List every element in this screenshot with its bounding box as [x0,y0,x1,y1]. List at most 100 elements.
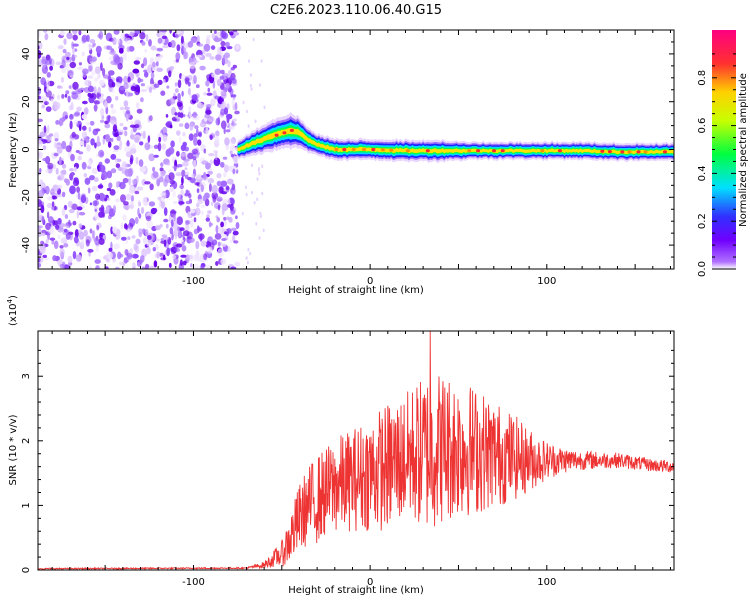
noise-blob [119,261,124,266]
noise-blob [216,217,220,223]
noise-blob [124,168,132,177]
noise-blob [63,243,69,248]
spectrogram-x-axis-label: Height of straight line (km) [288,285,424,296]
noise-blob [183,46,187,52]
noise-blob [136,108,143,114]
noise-blob [45,169,49,173]
noise-blob [194,182,200,186]
noise-blob [46,211,50,219]
noise-blob [261,164,264,168]
noise-blob [220,69,225,75]
noise-blob [119,181,126,190]
noise-blob [53,240,59,249]
noise-blob [78,223,83,229]
noise-blob [249,73,252,77]
noise-blob [231,227,237,232]
noise-blob [94,142,97,149]
noise-blob [71,30,78,35]
noise-blob [51,201,55,208]
x-tick-label: 0 [367,577,373,588]
noise-blob [224,231,228,235]
noise-blob [172,255,177,259]
noise-blob [125,206,129,211]
noise-blob [38,87,42,95]
noise-blob [89,175,95,181]
noise-blob [77,192,81,200]
noise-blob [173,93,176,97]
noise-blob [123,100,129,107]
noise-blob [217,116,221,126]
noise-blob [108,247,113,252]
noise-blob [190,263,193,268]
noise-blob [150,207,157,215]
noise-blob [56,184,63,189]
noise-blob [91,71,96,76]
noise-blob [57,45,64,50]
noise-blob [205,80,210,87]
noise-blob [109,50,116,55]
noise-blob [100,119,105,124]
noise-blob [117,166,123,171]
noise-blob [207,246,213,254]
noise-blob [80,239,85,246]
noise-blob [153,83,160,89]
noise-blob [95,141,102,147]
noise-blob [94,66,101,74]
noise-blob [47,196,53,201]
noise-blob [38,95,42,100]
noise-blob [87,187,91,194]
noise-blob [78,30,82,36]
noise-blob [233,155,239,164]
noise-blob [112,226,118,234]
noise-blob [93,177,99,183]
noise-blob [130,195,134,202]
noise-blob [136,186,144,191]
noise-blob [193,228,198,235]
noise-blob [148,153,155,162]
noise-blob [77,66,84,70]
noise-blob [39,168,42,173]
noise-blob [220,221,225,228]
noise-blob [143,69,148,73]
noise-blob [96,135,100,144]
noise-blob [49,65,53,71]
ridge-peak [342,147,347,152]
noise-blob [141,41,146,46]
noise-blob [38,118,43,123]
noise-blob [114,266,120,269]
noise-blob [65,145,72,153]
colorbar-gradient [712,30,736,269]
noise-blob [233,240,239,244]
noise-blob [137,77,141,84]
noise-blob [69,168,74,172]
noise-blob [212,80,216,89]
noise-blob [258,167,261,171]
noise-blob [110,153,117,160]
noise-blob [231,78,237,84]
ridge-peak [371,147,376,152]
noise-blob [203,148,207,154]
noise-blob [205,52,212,57]
noise-blob [65,90,70,95]
noise-blob [99,79,105,86]
noise-blob [125,151,132,158]
noise-blob [120,32,126,41]
noise-blob [93,104,98,112]
noise-blob [155,244,159,251]
noise-blob [78,124,82,132]
noise-blob [215,261,219,266]
noise-blob [201,160,209,165]
noise-blob [140,83,145,87]
noise-blob [225,82,230,89]
noise-blob [139,165,146,173]
noise-blob [176,130,181,136]
noise-blob [175,59,179,63]
noise-blob [53,152,59,157]
noise-blob [189,122,194,131]
noise-blob [152,247,156,252]
noise-blob [158,136,162,143]
noise-blob [66,32,73,40]
noise-blob [141,248,148,258]
noise-blob [216,78,222,87]
noise-blob [128,185,135,195]
